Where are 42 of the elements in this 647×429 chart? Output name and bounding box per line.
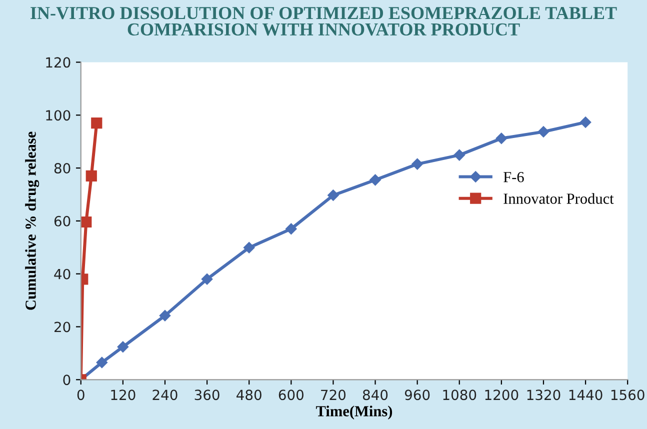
point	[91, 117, 102, 129]
x-tick-label: 1440	[569, 390, 602, 400]
x-tick-label: 600	[278, 390, 304, 400]
x-axis-title: Time(Mins)	[316, 406, 392, 420]
x-tick-label: 960	[404, 390, 430, 400]
chart-title: IN-VITRO DISSOLUTION OF OPTIMIZED ESOMEPRAZOLE TABLET COMPARISION WITH INNOVATOR PRODUCT	[30, 7, 617, 36]
x-tick-label: 1320	[527, 390, 560, 400]
point	[412, 158, 423, 170]
point	[159, 310, 171, 322]
x-tick-label: 1560	[611, 390, 644, 400]
y-tick-label: 40	[54, 268, 70, 280]
point	[328, 190, 339, 201]
x-tick-label: 720	[321, 390, 346, 400]
y-tick-label: 120	[46, 57, 70, 68]
y-tick-label: 100	[46, 110, 70, 121]
point	[496, 132, 508, 144]
point	[370, 174, 381, 186]
point	[580, 116, 592, 128]
point	[201, 274, 213, 285]
point	[538, 126, 550, 138]
x-tick-label: 240	[152, 390, 178, 400]
point	[243, 242, 255, 254]
y-tick-label: 0	[63, 374, 70, 386]
x-tick-label: 120	[111, 390, 136, 400]
y-tick-label: 20	[54, 322, 70, 332]
x-tick-label: 1200	[485, 390, 518, 400]
x-tick-label: 1080	[443, 390, 476, 400]
y-axis-title: Cumulative % drug release	[25, 132, 40, 310]
point	[96, 356, 108, 368]
point	[86, 170, 97, 182]
y-tick-label: 80	[54, 162, 70, 174]
legend-label: F-6	[504, 172, 524, 182]
point	[454, 149, 465, 161]
x-tick-label: 0	[77, 390, 84, 400]
legend-label: Innovator Product	[504, 193, 614, 204]
point	[117, 341, 129, 352]
point	[286, 223, 297, 234]
x-tick-label: 840	[362, 390, 388, 400]
x-tick-label: 360	[194, 390, 220, 400]
x-tick-label: 480	[236, 390, 262, 400]
y-tick-label: 60	[54, 216, 70, 226]
point	[80, 216, 92, 228]
